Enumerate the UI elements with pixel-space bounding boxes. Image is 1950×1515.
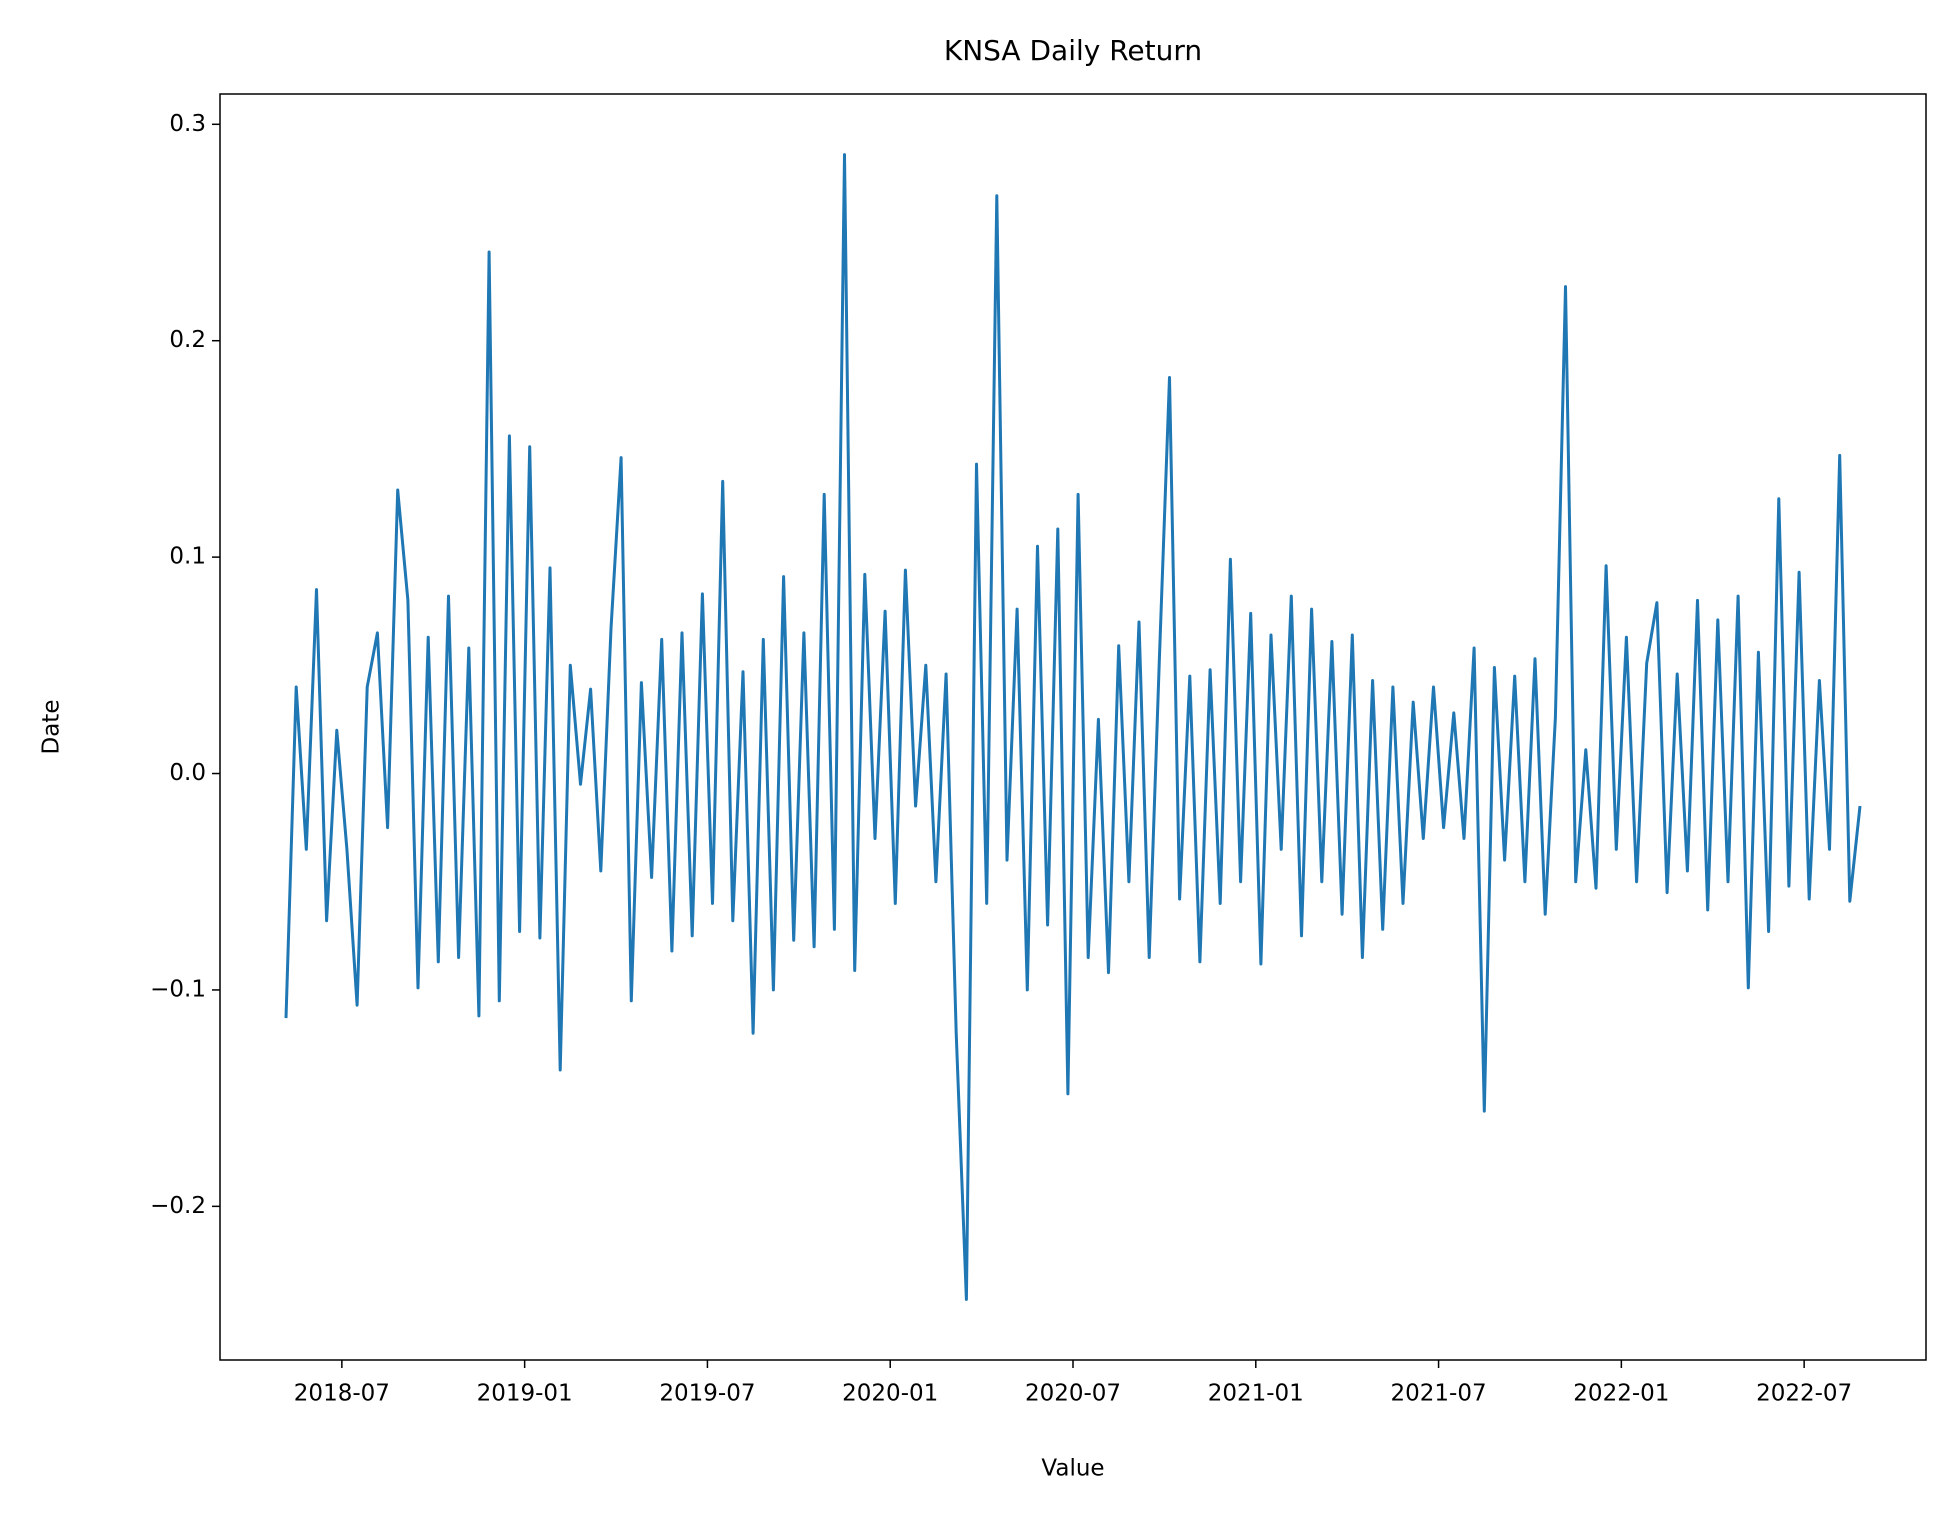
x-tick-label: 2021-07: [1391, 1381, 1487, 1407]
y-tick-label: 0.3: [169, 111, 206, 137]
x-tick-label: 2021-01: [1208, 1381, 1304, 1407]
x-tick-label: 2020-07: [1025, 1381, 1121, 1407]
y-tick-label: −0.1: [150, 976, 206, 1002]
y-tick-label: −0.2: [150, 1193, 206, 1219]
y-tick-label: 0.2: [169, 327, 206, 353]
chart-title: KNSA Daily Return: [944, 34, 1202, 67]
y-tick-label: 0.1: [169, 544, 206, 570]
y-axis-label: Date: [39, 700, 65, 755]
x-tick-label: 2018-07: [294, 1381, 390, 1407]
x-tick-label: 2019-07: [659, 1381, 755, 1407]
y-tick-label: 0.0: [169, 760, 206, 786]
return-line: [284, 153, 1862, 1301]
x-tick-label: 2019-01: [477, 1381, 573, 1407]
x-tick-label: 2022-01: [1573, 1381, 1669, 1407]
x-axis-label: Value: [1041, 1456, 1104, 1482]
x-tick-label: 2020-01: [842, 1381, 938, 1407]
x-tick-label: 2022-07: [1756, 1381, 1852, 1407]
